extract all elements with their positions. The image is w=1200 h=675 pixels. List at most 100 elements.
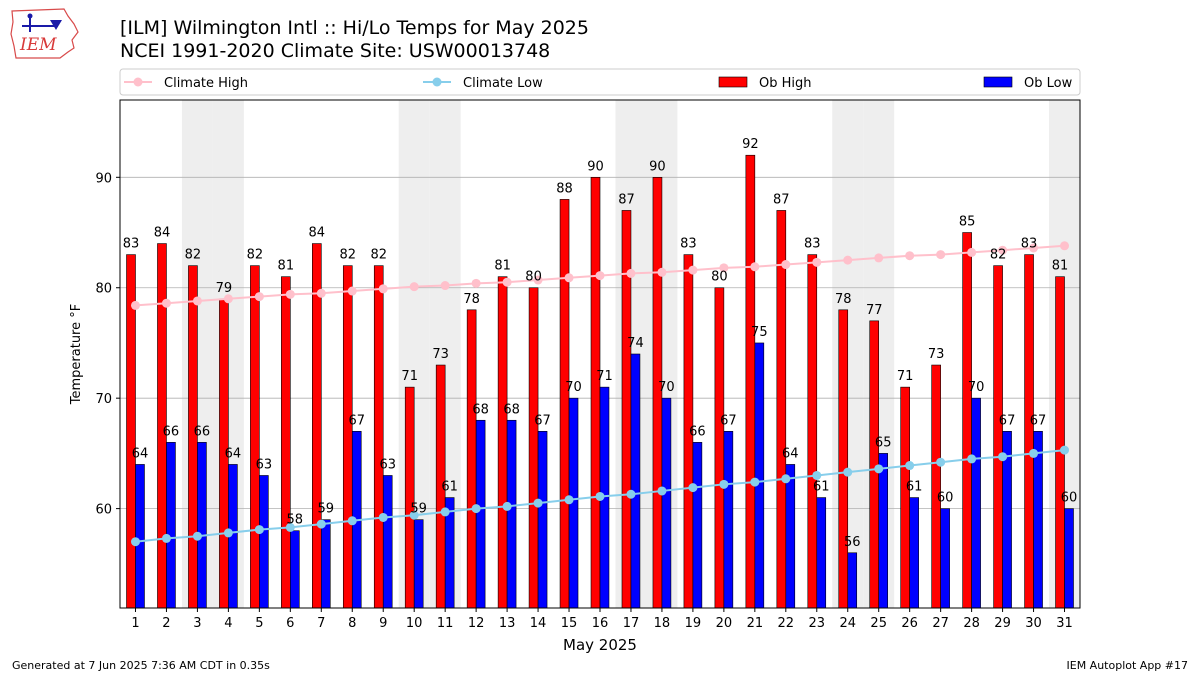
- ob-high-label-28: 85: [959, 215, 976, 230]
- x-tick-label-30: 30: [1025, 616, 1042, 631]
- ob-low-bar-24: [847, 552, 858, 609]
- x-tick-label-4: 4: [224, 616, 232, 631]
- ob-low-bar-17: [630, 353, 641, 609]
- data-labels: 83 64 84 66 82 66 79 64 82 63 81 58 84 59 82 67 82 63 71 59…: [123, 137, 1078, 550]
- ob-low-bar-18: [661, 397, 672, 609]
- x-tick-label-3: 3: [193, 616, 201, 631]
- climate-high-point-16: [595, 271, 605, 281]
- climate-high-point-3: [192, 296, 202, 306]
- ob-low-bar-22: [785, 464, 796, 609]
- x-tick-label-26: 26: [901, 616, 918, 631]
- x-tick-label-9: 9: [379, 616, 387, 631]
- ob-high-bar-8: [342, 265, 353, 609]
- ob-high-label-3: 82: [185, 248, 202, 263]
- climate-high-point-27: [936, 250, 946, 260]
- x-tick-label-6: 6: [286, 616, 294, 631]
- climate-low-point-2: [161, 533, 171, 543]
- ob-low-label-30: 67: [1030, 413, 1047, 428]
- ob-low-label-12: 68: [472, 402, 489, 417]
- climate-low-point-3: [192, 531, 202, 541]
- x-tick-label-25: 25: [870, 616, 887, 631]
- x-tick-label-22: 22: [778, 616, 795, 631]
- climate-high-point-19: [688, 265, 698, 275]
- ob-high-label-8: 82: [339, 248, 356, 263]
- x-tick-label-5: 5: [255, 616, 263, 631]
- ob-low-label-1: 64: [132, 446, 149, 461]
- climate-high-point-14: [533, 275, 543, 285]
- ob-high-label-27: 73: [928, 347, 945, 362]
- ob-high-label-13: 81: [494, 259, 511, 274]
- ob-low-label-15: 70: [565, 380, 582, 395]
- ob-high-label-9: 82: [370, 248, 387, 263]
- climate-low-point-6: [285, 522, 295, 532]
- climate-low-point-30: [1029, 448, 1039, 458]
- ob-low-bar-21: [754, 342, 765, 609]
- climate-high-point-26: [905, 251, 915, 261]
- ob-high-bar-21: [745, 154, 756, 609]
- ob-low-bar-31: [1064, 508, 1074, 609]
- ob-high-label-12: 78: [463, 292, 480, 307]
- ob-high-bar-24: [838, 309, 849, 609]
- ob-high-label-29: 82: [990, 248, 1007, 263]
- chart-subtitle: NCEI 1991-2020 Climate Site: USW00013748: [120, 40, 551, 62]
- ob-low-label-10: 59: [410, 502, 427, 517]
- ob-low-label-18: 70: [658, 380, 675, 395]
- ob-high-bar-23: [807, 254, 818, 609]
- climate-low-point-24: [843, 467, 853, 477]
- ob-high-bar-9: [373, 265, 384, 609]
- climate-low-point-17: [626, 489, 636, 499]
- climate-high-point-13: [502, 277, 512, 287]
- x-tick-label-21: 21: [747, 616, 764, 631]
- ob-low-label-2: 66: [163, 424, 180, 439]
- legend-box: [119, 68, 1081, 96]
- x-tick-label-8: 8: [348, 616, 356, 631]
- climate-high-point-6: [285, 289, 295, 299]
- ob-low-bar-1: [135, 464, 145, 609]
- x-tick-label-28: 28: [963, 616, 980, 631]
- ob-low-bar-5: [259, 475, 269, 609]
- ob-low-label-19: 66: [689, 424, 706, 439]
- climate-high-point-2: [161, 298, 171, 308]
- ob-low-label-5: 63: [256, 457, 273, 472]
- ob-high-label-20: 80: [711, 270, 728, 285]
- ob-high-label-14: 80: [525, 270, 542, 285]
- ob-high-label-31: 81: [1052, 259, 1069, 274]
- legend-climate-high-label: Climate High: [164, 76, 248, 91]
- climate-low-point-12: [471, 504, 481, 514]
- ob-high-label-2: 84: [154, 226, 171, 241]
- ob-high-label-26: 71: [897, 369, 914, 384]
- ob-high-label-4: 79: [216, 281, 233, 296]
- ob-low-bar-30: [1033, 431, 1043, 609]
- ob-high-label-11: 73: [432, 347, 449, 362]
- climate-high-point-22: [781, 260, 791, 270]
- logo-text: IEM: [19, 35, 57, 55]
- ob-low-label-27: 60: [937, 491, 954, 506]
- ob-low-label-23: 61: [813, 480, 830, 495]
- climate-high-point-4: [223, 294, 233, 304]
- iem-logo: IEM: [10, 8, 79, 59]
- climate-high-point-29: [998, 245, 1008, 255]
- climate-low-point-11: [440, 507, 450, 517]
- ob-high-bar-13: [497, 276, 508, 609]
- ob-low-label-13: 68: [503, 402, 520, 417]
- climate-high-point-9: [378, 284, 388, 294]
- ob-low-label-25: 65: [875, 435, 892, 450]
- ob-high-label-21: 92: [742, 137, 759, 152]
- ob-high-label-10: 71: [401, 369, 418, 384]
- x-tick-label-15: 15: [561, 616, 578, 631]
- ob-high-label-5: 82: [247, 248, 264, 263]
- ob-high-bar-7: [312, 243, 322, 609]
- ob-high-bar-15: [559, 199, 570, 609]
- ob-low-bar-13: [506, 419, 517, 609]
- ob-low-bar-19: [692, 442, 703, 609]
- ob-high-label-23: 83: [804, 237, 821, 252]
- x-tick-label-29: 29: [994, 616, 1011, 631]
- ob-low-label-9: 63: [379, 457, 396, 472]
- legend-ob-high-label: Ob High: [759, 76, 812, 91]
- climate-low-point-4: [223, 528, 233, 538]
- ob-low-label-14: 67: [534, 413, 551, 428]
- climate-high-point-12: [471, 278, 481, 288]
- ob-high-label-19: 83: [680, 237, 697, 252]
- ob-high-bar-10: [404, 386, 415, 609]
